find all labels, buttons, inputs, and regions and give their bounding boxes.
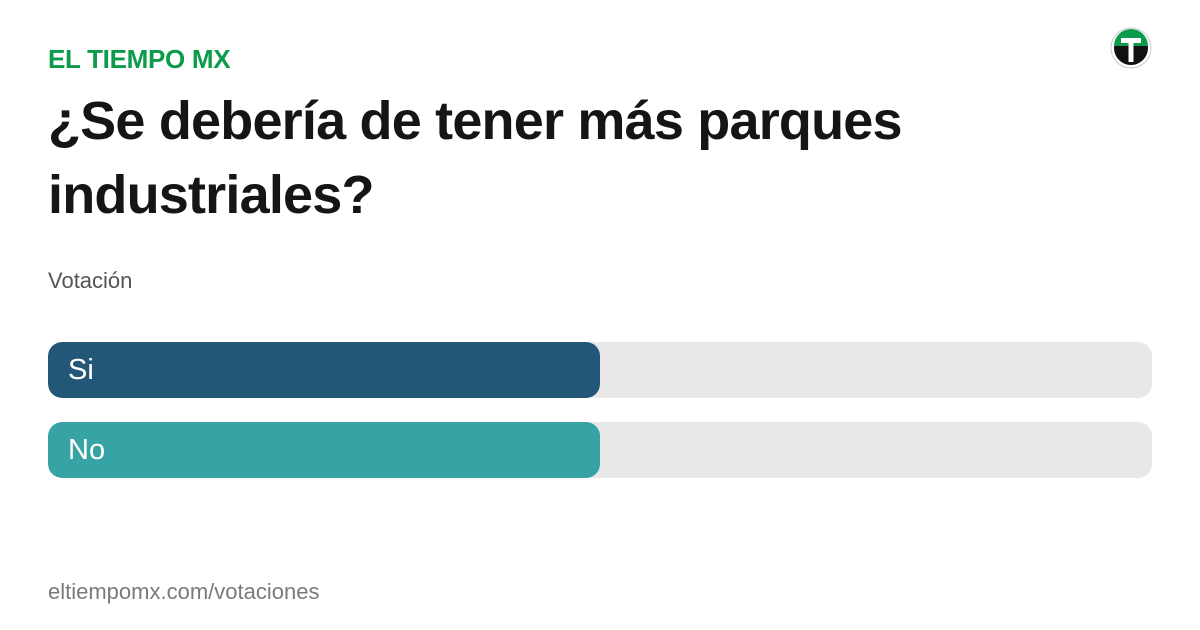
logo bbox=[1110, 27, 1152, 69]
bar bbox=[48, 342, 600, 398]
bar-track: Si bbox=[48, 342, 1152, 398]
brand: EL TIEMPO MX bbox=[48, 44, 231, 74]
bar-track: No bbox=[48, 422, 1152, 478]
bar-label: Si bbox=[68, 354, 94, 386]
title: ¿Se debería de tener más parques industr… bbox=[48, 91, 903, 225]
bar bbox=[48, 422, 600, 478]
bar-label: No bbox=[68, 434, 106, 466]
subtitle: Votación bbox=[48, 268, 133, 293]
footer: eltiempomx.com/votaciones bbox=[48, 579, 320, 604]
